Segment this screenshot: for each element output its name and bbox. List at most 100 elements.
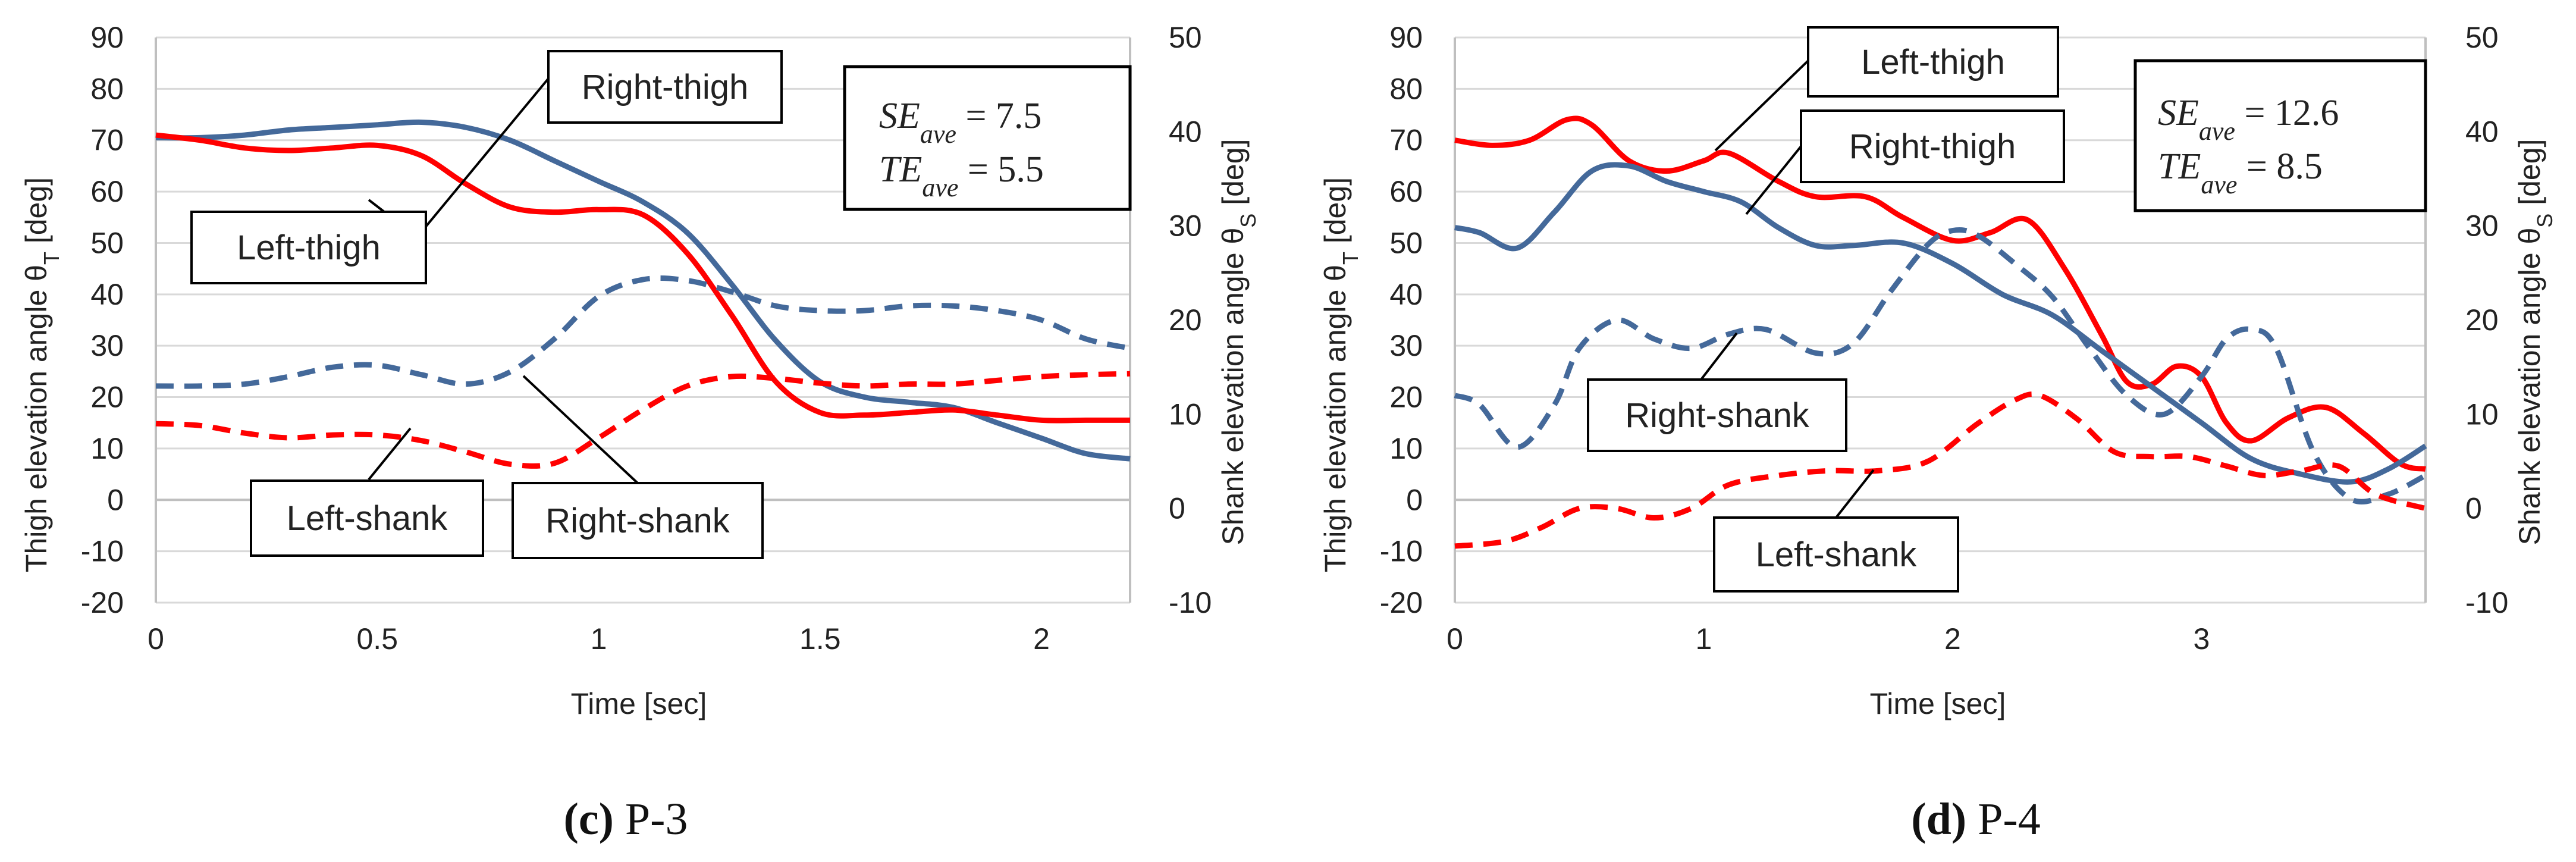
te-sub: ave [922,173,958,202]
callout-label: Right-thigh [1849,127,2016,166]
right-y-tick-label: 40 [2465,115,2499,148]
left-y-tick-label: 50 [90,226,124,259]
left-y-tick-label: 90 [90,21,124,54]
left-y-tick-label: -10 [1380,535,1423,568]
right-y-tick-label: -10 [2465,586,2508,619]
right-y-tick-label: 0 [1169,492,1185,525]
left-y-tick-label: 10 [1389,432,1423,465]
te-label: TE [2158,146,2201,187]
x-axis-label: Time [sec] [571,687,707,720]
series-line-left-thigh [1454,115,2426,472]
left-y-tick-label: 40 [1389,278,1423,311]
right-y-tick-label: 50 [2465,21,2499,54]
left-y-tick-label: 80 [1389,72,1423,105]
callout-right-shank: Right-shank [1587,378,1847,452]
callout-leader [368,427,412,481]
tick-labels: 9080706050403020100-10-2050403020100-100… [81,21,1212,656]
caption-text: P-3 [614,794,688,844]
x-tick-label: 1.5 [799,622,841,656]
right-y-tick-label: 20 [2465,303,2499,337]
left-y-axis-label-main: Thigh elevation angle θ [20,265,53,572]
se-ave-stat: SEave = 12.6 [2158,93,2339,146]
right-y-axis-label-sub: S [2533,214,2557,228]
right-y-tick-label: 30 [2465,209,2499,243]
left-y-axis-label-sub: T [1338,252,1363,265]
te-value: = 8.5 [2237,146,2322,187]
callout-right-shank: Right-shank [512,482,764,559]
caption-letter: (c) [564,794,614,844]
left-y-tick-label: -10 [81,535,124,568]
left-y-tick-label: 0 [1406,483,1423,516]
left-y-tick-label: 30 [1389,329,1423,362]
left-y-tick-label: 0 [107,483,124,516]
series-group [155,119,1131,469]
callout-label: Left-thigh [1861,43,2005,82]
left-y-tick-label: -20 [1380,586,1423,619]
left-y-axis-label-main: Thigh elevation angle θ [1319,265,1352,572]
right-y-axis-label-unit: [deg] [2513,139,2546,214]
x-tick-label: 1 [591,622,607,656]
left-y-axis-label: Thigh elevation angle θT [deg] [20,177,64,572]
left-y-tick-label: 60 [90,175,124,208]
x-tick-label: 2 [1944,622,1961,656]
series-line-right-shank [155,275,1131,389]
caption-letter: (d) [1911,794,1966,844]
x-tick-label: 1 [1696,622,1712,656]
callout-left-thigh: Left-thigh [1807,26,2059,98]
right-y-axis-label-main: Shank elevation angle θ [1216,228,1250,546]
series-line-left-shank [1454,391,2427,549]
callout-label: Right-shank [545,501,730,540]
tick-labels: 9080706050403020100-10-2050403020100-100… [1380,21,2509,656]
stats-box-frame [843,65,1132,211]
callout-box [512,482,764,559]
x-tick-label: 0.5 [357,622,399,656]
callout-label: Right-thigh [582,68,748,106]
callout-box [1807,26,2059,98]
left-y-tick-label: 30 [90,329,124,362]
callout-label: Left-shank [287,499,448,538]
left-y-axis-label-unit: [deg] [1319,177,1352,252]
stats-box-frame [2133,59,2427,212]
callout-box [547,50,783,124]
se-label: SE [2158,93,2199,133]
left-y-tick-label: 70 [90,124,124,157]
left-y-tick-label: 20 [90,381,124,414]
callout-box [1713,516,1959,593]
callout-leader-lines [1700,59,1875,519]
te-ave-stat: TEave = 5.5 [879,149,1044,202]
te-ave-stat: TEave = 8.5 [2158,146,2323,199]
left-y-tick-label: 70 [1389,124,1423,157]
x-tick-label: 0 [1447,622,1463,656]
series-line-left-thigh [155,132,1130,424]
panel-p4: 90 80 70 60 50 40 30 20 10 0 -10 -20 50 40 30 20 10 0 -10 0… [1319,21,2557,844]
left-y-tick-label: 20 [1389,381,1423,414]
left-y-axis-label-unit: [deg] [20,177,53,252]
callout-leader [1745,145,1802,215]
left-y-tick-label: 10 [90,432,124,465]
te-sub: ave [2201,170,2237,199]
x-tick-label: 2 [1033,622,1050,656]
panel-p3: 9080706050403020100-10-2050403020100-100… [20,21,1260,844]
te-label: TE [879,149,922,190]
right-y-axis-label-unit: [deg] [1216,139,1250,214]
left-y-tick-label: 40 [90,278,124,311]
left-y-axis-label-sub: T [39,252,64,265]
left-y-tick-label: 60 [1389,175,1423,208]
right-y-tick-label: -10 [1169,586,1212,619]
right-y-tick-label: 20 [1169,303,1202,337]
callout-leader [522,375,639,484]
callout-box [1800,109,2065,183]
callout-label: Left-thigh [237,228,381,267]
right-y-tick-label: 10 [2465,397,2499,431]
left-y-tick-label: 90 [1389,21,1423,54]
se-value: = 7.5 [956,96,1041,136]
se-ave-stat: SEave = 7.5 [879,96,1041,149]
x-tick-label: 0 [148,622,164,656]
right-y-tick-label: 40 [1169,115,1202,148]
right-y-tick-label: 0 [2465,492,2482,525]
x-axis-label: Time [sec] [1870,687,2006,720]
left-y-tick-label: -20 [81,586,124,619]
left-y-axis-label: Thigh elevation angle θT [deg] [1319,177,1363,572]
